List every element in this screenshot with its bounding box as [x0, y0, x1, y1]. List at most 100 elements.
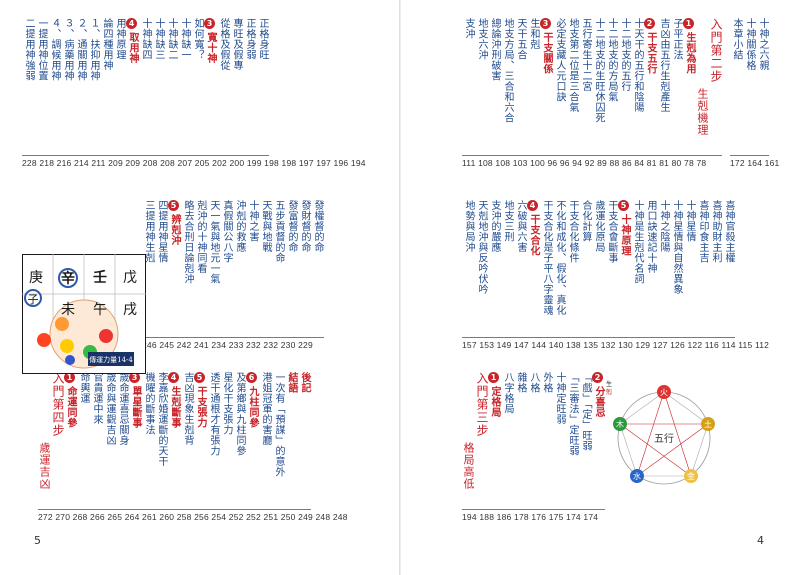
- toc-entry[interactable]: 一次有「預謀」的意外: [273, 372, 284, 477]
- section-title[interactable]: 命運同參: [65, 386, 76, 428]
- section-title[interactable]: 單星斷事: [130, 386, 141, 428]
- toc-entry[interactable]: 發財督的命: [299, 200, 310, 253]
- section-title[interactable]: 取用神: [127, 32, 138, 64]
- toc-entry[interactable]: 用口訣速記十神: [645, 200, 656, 274]
- toc-entry[interactable]: 十二地支的生旺休囚死: [593, 18, 604, 123]
- toc-entry[interactable]: 李嘉欣婚運斷的天干: [156, 372, 167, 467]
- chapter-heading[interactable]: 生剋機理: [696, 88, 709, 136]
- toc-entry[interactable]: 十神關係格: [744, 18, 755, 71]
- toc-entry[interactable]: 十神星情與自然異象: [671, 200, 682, 295]
- toc-entry[interactable]: 總論沖刑破害: [489, 18, 500, 81]
- section-title[interactable]: 分喜忌: [593, 386, 604, 418]
- toc-entry[interactable]: 本章小結: [731, 18, 742, 60]
- toc-entry[interactable]: ２、通關用神: [75, 18, 86, 81]
- toc-entry[interactable]: 論四種用神: [101, 18, 112, 71]
- toc-entry[interactable]: 歲命運喜忌關身: [117, 372, 128, 446]
- toc-entry[interactable]: 沖剋的救應: [234, 200, 245, 253]
- toc-entry[interactable]: 機曜的斷事法: [143, 372, 154, 435]
- toc-entry[interactable]: 十神之六親: [757, 18, 768, 71]
- toc-entry[interactable]: 支沖: [463, 18, 474, 39]
- toc-entry[interactable]: 官貴運中來: [91, 372, 102, 425]
- toc-entry[interactable]: 十二地支的五行: [619, 18, 630, 92]
- toc-entry[interactable]: 八格: [528, 372, 539, 393]
- toc-entry[interactable]: 略去合刑日論剋沖: [182, 200, 193, 284]
- toc-entry[interactable]: 及第鄉與九柱同參: [234, 372, 245, 456]
- chapter-heading[interactable]: 入門第二步: [709, 18, 723, 83]
- toc-entry[interactable]: 港姐冠軍的害廳: [260, 372, 271, 446]
- toc-entry[interactable]: 星化干支張力: [221, 372, 232, 435]
- toc-entry[interactable]: 十天干的五行和陰陽: [632, 18, 643, 113]
- toc-entry[interactable]: 必定支藏人元口訣: [554, 18, 565, 102]
- toc-entry[interactable]: 不化和成化、假化、真化: [554, 200, 565, 316]
- section-title[interactable]: 干支張力: [195, 386, 206, 428]
- toc-entry[interactable]: 真假關公八字: [221, 200, 232, 263]
- section-title[interactable]: 定格局: [489, 386, 500, 418]
- section-title[interactable]: 結語: [286, 372, 297, 393]
- toc-entry[interactable]: 天戰與地戰: [260, 200, 271, 253]
- toc-entry[interactable]: 支沖的嚴應: [489, 200, 500, 253]
- toc-entry[interactable]: 外格: [541, 372, 552, 393]
- chapter-heading[interactable]: 格局高低: [462, 442, 475, 490]
- toc-entry[interactable]: 正格身旺: [257, 18, 268, 60]
- toc-entry[interactable]: 十神之害: [247, 200, 258, 242]
- chapter-heading[interactable]: 歲運吉凶: [38, 442, 51, 490]
- toc-entry[interactable]: 剋沖的十神同看: [195, 200, 206, 274]
- section-title[interactable]: 辨剋沖: [169, 214, 180, 246]
- toc-entry[interactable]: 五行寄生十二宮: [580, 18, 591, 92]
- toc-entry[interactable]: 「戲」「定」旺弱: [580, 372, 591, 451]
- toc-entry[interactable]: 吉凶現象生剋背: [182, 372, 193, 446]
- toc-entry[interactable]: ４、調候用神: [49, 18, 60, 81]
- toc-entry[interactable]: 十神缺三: [153, 18, 164, 60]
- toc-entry[interactable]: 喜神官殺主權: [723, 200, 734, 263]
- toc-entry[interactable]: 四提用神星情: [156, 200, 167, 263]
- toc-entry[interactable]: 歲命與運觀吉凶: [104, 372, 115, 446]
- toc-entry[interactable]: 地勢與局沖: [463, 200, 474, 253]
- toc-entry[interactable]: 十神之陰陽: [658, 200, 669, 253]
- toc-entry[interactable]: 用神原理: [114, 18, 125, 60]
- toc-entry[interactable]: 喜神助財主利: [710, 200, 721, 263]
- toc-entry[interactable]: 十神缺四: [140, 18, 151, 60]
- toc-entry[interactable]: 十神缺二: [166, 18, 177, 60]
- toc-entry[interactable]: 三提用神生剋: [143, 200, 154, 263]
- section-title[interactable]: 寬十神: [205, 32, 216, 64]
- toc-entry[interactable]: 子平正法: [671, 18, 682, 60]
- section-title[interactable]: 生剋為用: [684, 32, 695, 74]
- toc-entry[interactable]: 地支三刑: [502, 200, 513, 242]
- toc-entry[interactable]: 透干通根才有張力: [208, 372, 219, 456]
- toc-entry[interactable]: 如何寬？: [192, 18, 203, 60]
- toc-entry[interactable]: 十神定旺弱: [554, 372, 565, 425]
- toc-entry[interactable]: 合化計算: [580, 200, 591, 242]
- toc-entry[interactable]: 天干五合: [515, 18, 526, 60]
- toc-entry[interactable]: 地支六沖: [476, 18, 487, 60]
- section-title[interactable]: 十神原理: [619, 214, 630, 256]
- toc-entry[interactable]: 命輿運: [78, 372, 89, 404]
- toc-entry[interactable]: 五步貢督的命: [273, 200, 284, 263]
- toc-entry[interactable]: 雜格: [515, 372, 526, 393]
- toc-entry[interactable]: 十神是生剋代名詞: [632, 200, 643, 284]
- toc-entry[interactable]: 歲運化原局: [593, 200, 604, 253]
- toc-entry[interactable]: 吉凶由五行生剋產生: [658, 18, 669, 113]
- toc-entry[interactable]: ３、病藥用神: [62, 18, 73, 81]
- toc-entry[interactable]: 地支方局、三合和六合: [502, 18, 513, 123]
- toc-entry[interactable]: 干支合會斷事: [606, 200, 617, 263]
- section-title[interactable]: 干支合化: [528, 214, 539, 256]
- section-title[interactable]: 干支五行: [645, 32, 656, 74]
- toc-entry[interactable]: 十神缺一: [179, 18, 190, 60]
- toc-entry[interactable]: 天一氣與地元一氣: [208, 200, 219, 284]
- toc-entry[interactable]: 正格身弱: [244, 18, 255, 60]
- toc-entry[interactable]: 天剋地沖與反吟伏吟: [476, 200, 487, 295]
- toc-entry[interactable]: 干支合化是子平八字靈魂: [541, 200, 552, 316]
- toc-entry[interactable]: 一提用神位置: [36, 18, 47, 81]
- section-title[interactable]: 干支關係: [541, 32, 552, 74]
- toc-entry[interactable]: 「三審法」定旺弱: [567, 372, 578, 456]
- toc-entry[interactable]: 發富督的命: [286, 200, 297, 253]
- toc-entry[interactable]: 十二地支的方局氣: [606, 18, 617, 102]
- toc-entry[interactable]: 十神星情: [684, 200, 695, 242]
- toc-entry[interactable]: 生和剋: [528, 18, 539, 50]
- chapter-heading[interactable]: 入門第四步: [51, 372, 65, 437]
- toc-entry[interactable]: 專旺及假專: [231, 18, 242, 71]
- toc-entry[interactable]: 二提用神強弱: [23, 18, 34, 81]
- toc-entry[interactable]: 地支第二位是三合氣: [567, 18, 578, 113]
- toc-entry[interactable]: １、扶抑用神: [88, 18, 99, 81]
- toc-entry[interactable]: 八字格局: [502, 372, 513, 414]
